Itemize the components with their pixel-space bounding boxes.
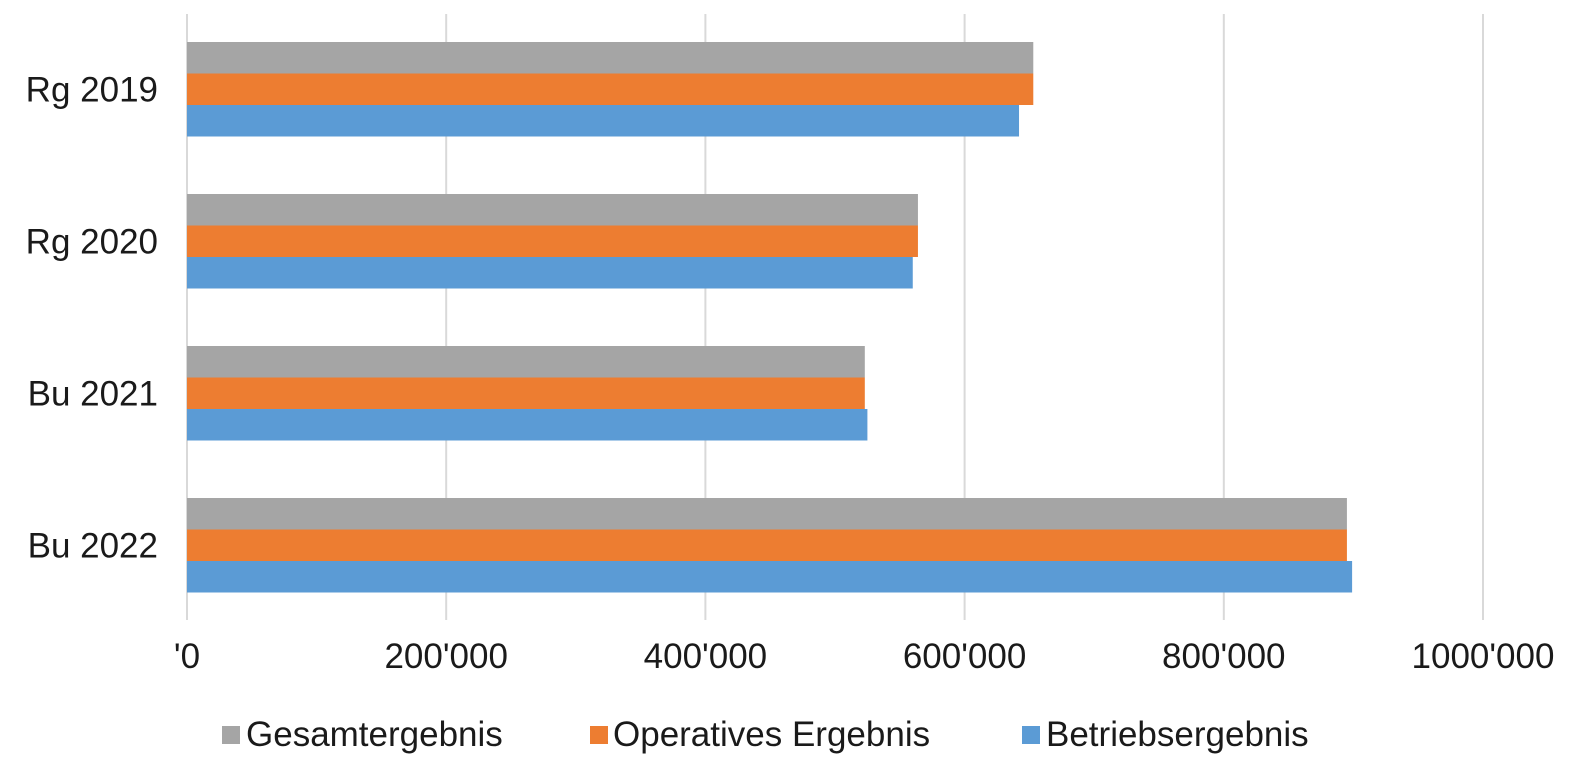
x-tick-label: 200'000 bbox=[384, 637, 507, 676]
bar-gesamtergebnis bbox=[187, 346, 865, 378]
category-label: Bu 2021 bbox=[28, 374, 158, 413]
bar-operatives-ergebnis bbox=[187, 73, 1034, 105]
category-label: Rg 2020 bbox=[26, 222, 158, 261]
legend-swatch bbox=[1022, 726, 1040, 744]
bar-operatives-ergebnis bbox=[187, 377, 865, 409]
category-labels: Rg 2019 Rg 2020 Bu 2021 Bu 2022 bbox=[26, 70, 158, 565]
bar-betriebsergebnis bbox=[187, 257, 913, 289]
legend-swatch bbox=[222, 726, 240, 744]
bar-gesamtergebnis bbox=[187, 42, 1034, 74]
bar-betriebsergebnis bbox=[187, 105, 1020, 137]
bar-gesamtergebnis bbox=[187, 194, 918, 226]
bars bbox=[187, 42, 1353, 593]
legend: Gesamtergebnis Operatives Ergebnis Betrieb… bbox=[222, 715, 1309, 754]
bar-operatives-ergebnis bbox=[187, 529, 1347, 561]
bar-betriebsergebnis bbox=[187, 409, 868, 441]
legend-label: Gesamtergebnis bbox=[246, 715, 503, 754]
legend-label: Operatives Ergebnis bbox=[613, 715, 930, 754]
x-axis-tick-labels: '0 200'000 400'000 600'000 800'000 1000'000 bbox=[174, 637, 1555, 676]
x-tick-label: 400'000 bbox=[644, 637, 767, 676]
x-tick-label: 800'000 bbox=[1162, 637, 1285, 676]
category-label: Rg 2019 bbox=[26, 70, 158, 109]
category-label: Bu 2022 bbox=[28, 526, 158, 565]
x-tick-label: '0 bbox=[174, 637, 200, 676]
bar-betriebsergebnis bbox=[187, 561, 1353, 593]
x-tick-label: 1000'000 bbox=[1412, 637, 1555, 676]
legend-swatch bbox=[590, 726, 608, 744]
legend-label: Betriebsergebnis bbox=[1046, 715, 1309, 754]
x-tick-label: 600'000 bbox=[903, 637, 1026, 676]
bar-gesamtergebnis bbox=[187, 498, 1347, 530]
bar-operatives-ergebnis bbox=[187, 225, 918, 257]
